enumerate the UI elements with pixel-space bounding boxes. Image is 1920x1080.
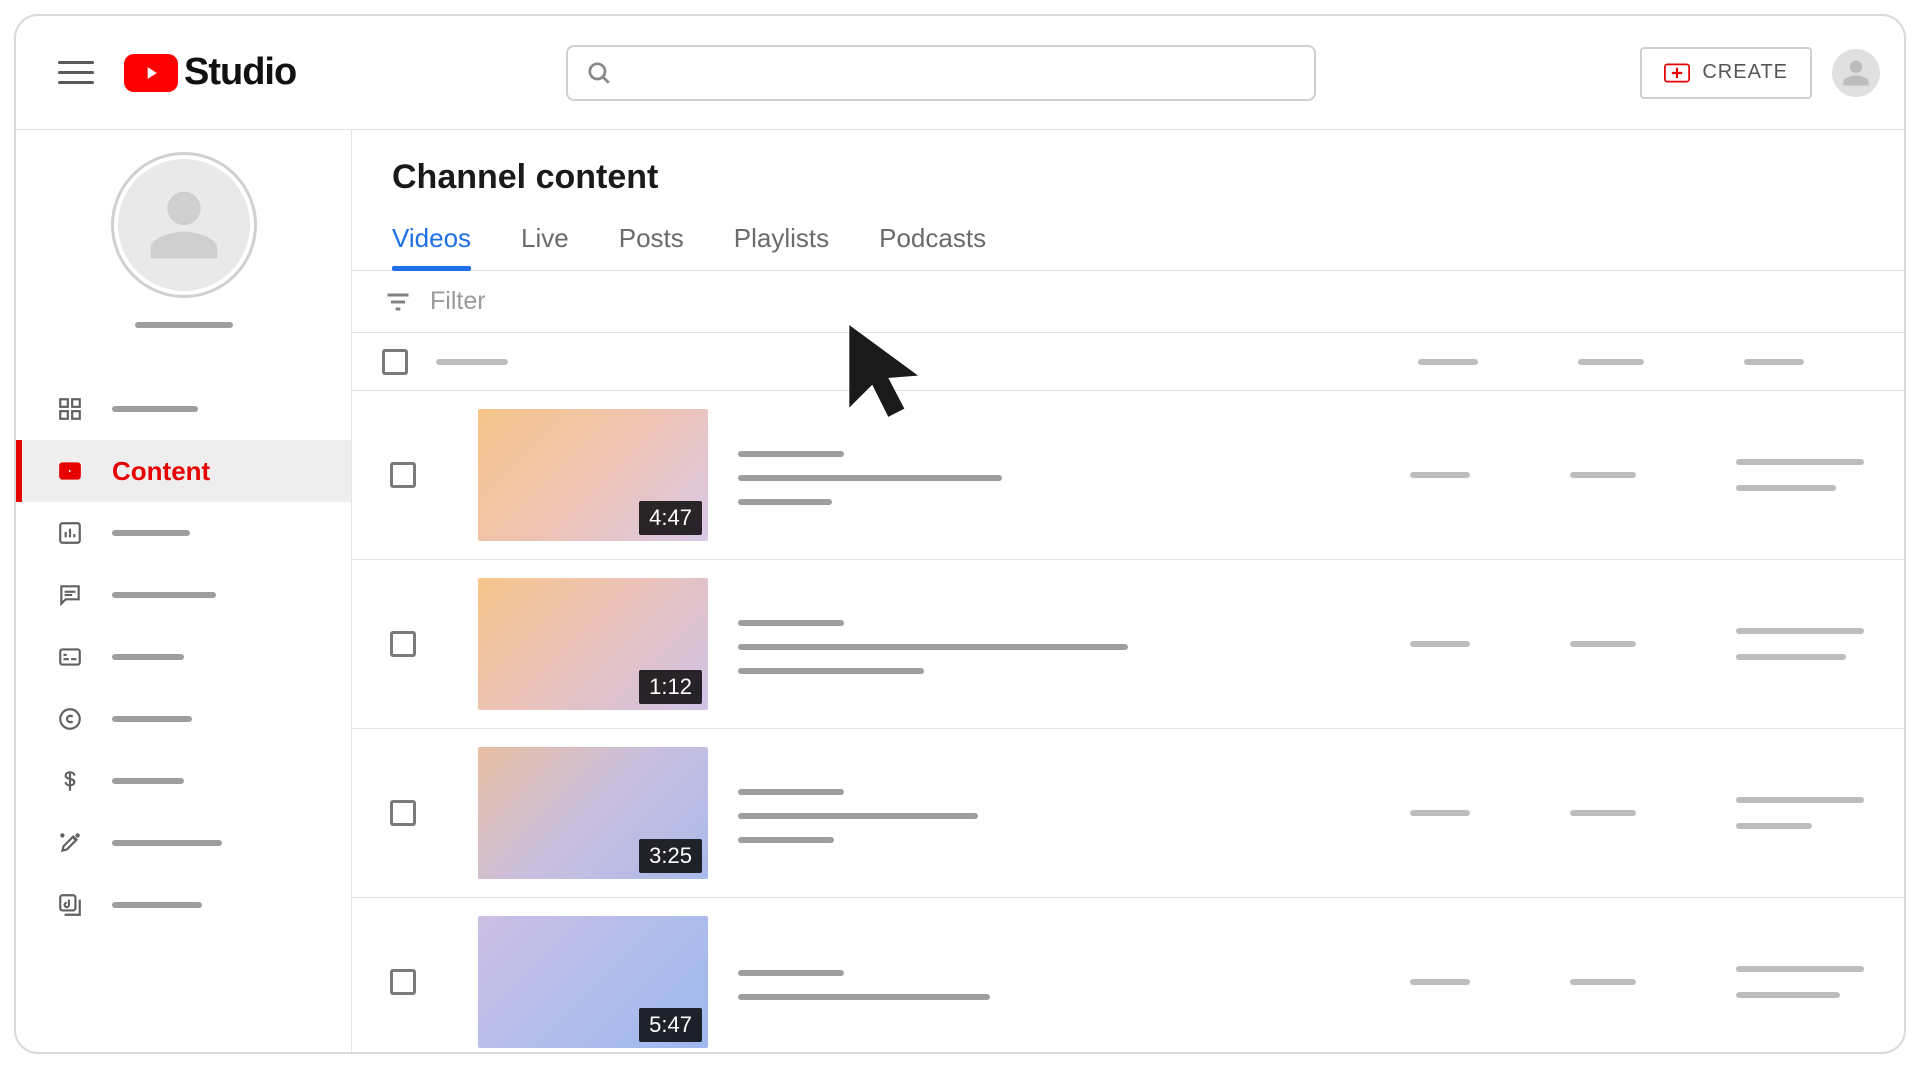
logo-text: Studio xyxy=(184,51,296,94)
video-thumbnail[interactable]: 5:47 xyxy=(478,916,708,1048)
video-row[interactable]: 3:25 xyxy=(352,729,1904,898)
col-placeholder xyxy=(1410,472,1470,478)
row-checkbox[interactable] xyxy=(390,969,416,995)
col-placeholder xyxy=(1736,966,1864,998)
col-placeholder xyxy=(1410,810,1470,816)
row-checkbox[interactable] xyxy=(390,631,416,657)
tab-playlists[interactable]: Playlists xyxy=(734,215,829,270)
col-placeholder xyxy=(1736,459,1864,491)
sidebar-item-placeholder xyxy=(112,406,198,412)
sidebar-item-customize[interactable] xyxy=(16,812,351,874)
sidebar-item-comments[interactable] xyxy=(16,564,351,626)
video-thumbnail[interactable]: 1:12 xyxy=(478,578,708,710)
content-tabs: Videos Live Posts Playlists Podcasts xyxy=(352,215,1904,271)
channel-name-placeholder xyxy=(135,322,233,328)
col-placeholder xyxy=(1736,797,1864,829)
customize-icon xyxy=(56,829,84,857)
copyright-icon xyxy=(56,705,84,733)
create-button-label: CREATE xyxy=(1702,61,1788,84)
video-meta xyxy=(738,614,1128,674)
search-icon xyxy=(586,60,612,86)
app-header: Studio CREATE xyxy=(16,16,1904,130)
row-checkbox[interactable] xyxy=(390,800,416,826)
video-meta xyxy=(738,445,1002,505)
channel-avatar[interactable] xyxy=(111,152,257,298)
sidebar-item-content[interactable]: Content xyxy=(16,440,351,502)
video-duration: 1:12 xyxy=(639,670,702,704)
col-placeholder xyxy=(1570,810,1636,816)
youtube-play-icon xyxy=(124,54,178,92)
sidebar-item-dashboard[interactable] xyxy=(16,378,351,440)
dashboard-icon xyxy=(56,395,84,423)
sidebar-item-placeholder xyxy=(112,840,222,846)
page-title: Channel content xyxy=(352,130,1904,215)
video-thumbnail[interactable]: 4:47 xyxy=(478,409,708,541)
video-meta xyxy=(738,964,990,1000)
subtitles-icon xyxy=(56,643,84,671)
content-icon xyxy=(56,457,84,485)
video-duration: 4:47 xyxy=(639,501,702,535)
tab-videos[interactable]: Videos xyxy=(392,215,471,270)
col-placeholder xyxy=(1736,628,1864,660)
col-placeholder xyxy=(1570,979,1636,985)
sidebar-item-placeholder xyxy=(112,716,192,722)
col-placeholder xyxy=(1410,641,1470,647)
col-placeholder xyxy=(1410,979,1470,985)
sidebar-item-label: Content xyxy=(112,456,210,487)
column-header-placeholder xyxy=(436,359,508,365)
tab-podcasts[interactable]: Podcasts xyxy=(879,215,986,270)
account-avatar[interactable] xyxy=(1832,49,1880,97)
tab-posts[interactable]: Posts xyxy=(619,215,684,270)
monetize-icon xyxy=(56,767,84,795)
video-meta xyxy=(738,783,978,843)
create-button[interactable]: CREATE xyxy=(1640,47,1812,99)
sidebar-item-placeholder xyxy=(112,778,184,784)
sidebar-item-placeholder xyxy=(112,592,216,598)
sidebar: Content xyxy=(16,130,352,1052)
column-header-placeholder xyxy=(1578,359,1644,365)
video-thumbnail[interactable]: 3:25 xyxy=(478,747,708,879)
video-row[interactable]: 5:47 xyxy=(352,898,1904,1052)
row-checkbox[interactable] xyxy=(390,462,416,488)
create-plus-icon xyxy=(1664,64,1690,82)
column-header-placeholder xyxy=(1418,359,1478,365)
filter-bar[interactable]: Filter xyxy=(352,271,1904,333)
sidebar-item-placeholder xyxy=(112,654,184,660)
video-row[interactable]: 4:47 xyxy=(352,391,1904,560)
analytics-icon xyxy=(56,519,84,547)
audio-icon xyxy=(56,891,84,919)
column-header-placeholder xyxy=(1744,359,1804,365)
sidebar-item-placeholder xyxy=(112,530,190,536)
video-row[interactable]: 1:12 xyxy=(352,560,1904,729)
filter-icon xyxy=(384,288,412,316)
filter-label: Filter xyxy=(430,287,486,316)
select-all-checkbox[interactable] xyxy=(382,349,408,375)
col-placeholder xyxy=(1570,641,1636,647)
sidebar-item-placeholder xyxy=(112,902,202,908)
sidebar-item-copyright[interactable] xyxy=(16,688,351,750)
video-duration: 3:25 xyxy=(639,839,702,873)
video-duration: 5:47 xyxy=(639,1008,702,1042)
sidebar-item-analytics[interactable] xyxy=(16,502,351,564)
sidebar-item-audio[interactable] xyxy=(16,874,351,936)
comments-icon xyxy=(56,581,84,609)
hamburger-menu-button[interactable] xyxy=(58,55,94,91)
studio-logo[interactable]: Studio xyxy=(124,51,296,94)
col-placeholder xyxy=(1570,472,1636,478)
tab-live[interactable]: Live xyxy=(521,215,569,270)
sidebar-item-monetize[interactable] xyxy=(16,750,351,812)
table-header-row xyxy=(352,333,1904,391)
main-content: Channel content Videos Live Posts Playlists… xyxy=(352,130,1904,1052)
search-input[interactable] xyxy=(566,45,1316,101)
sidebar-item-subtitles[interactable] xyxy=(16,626,351,688)
